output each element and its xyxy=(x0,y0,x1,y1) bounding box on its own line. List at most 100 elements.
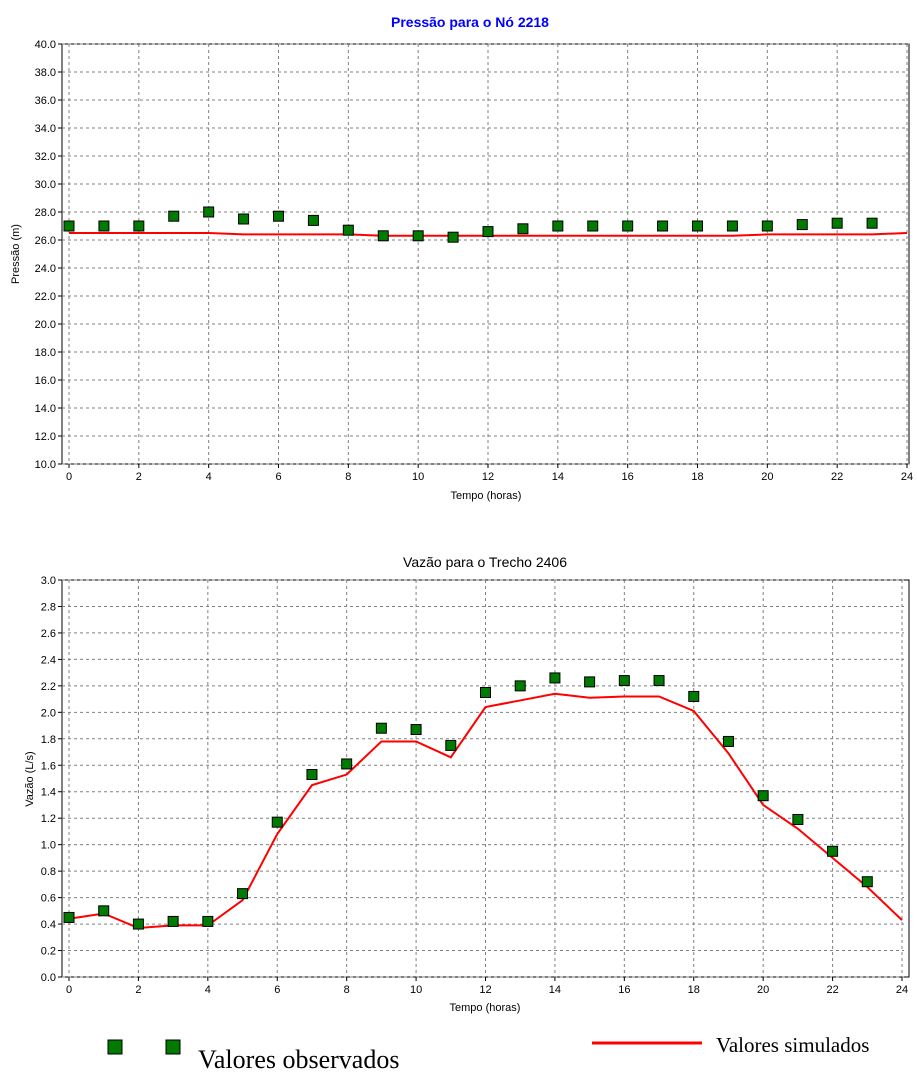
x-tick-label: 24 xyxy=(896,984,908,996)
observed-point xyxy=(480,686,491,698)
legend: Valores observados Valores simulados xyxy=(107,1033,869,1074)
observed-point xyxy=(377,230,389,242)
observed-point xyxy=(688,690,700,702)
observed-point xyxy=(307,214,319,226)
observed-point xyxy=(584,676,596,688)
plot-area xyxy=(61,43,910,465)
chart-title: Pressão para o Nó 2218 xyxy=(391,14,549,30)
x-tick-label: 8 xyxy=(344,984,350,996)
y-ticks: 0.0 0.2 0.4 0.6 0.8 1.0 1.2 1.4 1.6 1.8 2.0 2.2 2.4 2… xyxy=(41,575,62,984)
observed-point xyxy=(271,816,283,828)
observed-point xyxy=(761,220,773,232)
observed-point xyxy=(866,217,878,229)
x-tick-label: 0 xyxy=(66,471,72,483)
x-axis-label: Tempo (horas) xyxy=(450,1002,521,1014)
x-tick-label: 6 xyxy=(275,471,281,483)
y-tick-label: 30.0 xyxy=(35,179,56,191)
y-tick-label: 22.0 xyxy=(35,291,56,303)
observed-point xyxy=(618,675,630,687)
x-axis-label: Tempo (horas) xyxy=(451,490,522,502)
y-tick-label: 16.0 xyxy=(35,375,56,387)
observed-point xyxy=(726,220,738,232)
observed-point xyxy=(238,213,250,225)
series-layer xyxy=(63,206,908,243)
observed-point xyxy=(447,231,459,243)
x-tick-label: 24 xyxy=(901,471,913,483)
y-tick-label: 32.0 xyxy=(35,151,56,163)
x-tick-label: 22 xyxy=(831,471,843,483)
observed-point xyxy=(410,724,422,736)
y-tick-label: 2.4 xyxy=(41,654,56,666)
y-tick-label: 28.0 xyxy=(35,207,56,219)
chart-title: Vazão para o Trecho 2406 xyxy=(403,554,567,570)
y-tick-label: 0.4 xyxy=(41,919,56,931)
y-tick-label: 38.0 xyxy=(35,67,56,79)
observed-point xyxy=(342,224,354,236)
observed-marker-icon xyxy=(107,1039,123,1055)
y-tick-label: 20.0 xyxy=(35,319,56,331)
y-tick-label: 2.6 xyxy=(41,628,56,640)
y-tick-label: 40.0 xyxy=(35,39,56,51)
observed-point xyxy=(167,915,179,927)
observed-point xyxy=(375,722,387,734)
x-tick-label: 4 xyxy=(206,471,212,483)
observed-point xyxy=(98,905,110,917)
y-tick-label: 14.0 xyxy=(35,403,56,415)
observed-point xyxy=(203,206,215,218)
y-ticks: 10.0 12.0 14.0 16.0 18.0 20.0 22.0 24.0 26.0 28.0… xyxy=(35,39,62,471)
y-tick-label: 1.2 xyxy=(41,813,56,825)
observed-point xyxy=(622,220,634,232)
pressure-chart: 0 2 4 6 8 10 12 14 16 18 20 22 24 10.012.014.016.018… xyxy=(10,14,913,502)
observed-point xyxy=(552,220,564,232)
observed-point xyxy=(482,226,494,238)
observed-point xyxy=(792,814,804,826)
y-tick-label: 2.0 xyxy=(41,707,56,719)
observed-point xyxy=(98,220,110,232)
y-tick-label: 36.0 xyxy=(35,95,56,107)
observed-point xyxy=(549,672,561,684)
y-tick-label: 34.0 xyxy=(35,123,56,135)
observed-point xyxy=(514,680,526,692)
observed-point xyxy=(237,888,249,900)
observed-point xyxy=(445,739,457,751)
observed-point xyxy=(133,220,145,232)
observed-point xyxy=(168,210,180,222)
observed-point xyxy=(722,735,734,747)
x-tick-label: 20 xyxy=(757,984,769,996)
y-tick-label: 1.6 xyxy=(41,760,56,772)
grid-lines xyxy=(62,43,909,465)
observed-point xyxy=(412,230,424,242)
x-tick-label: 22 xyxy=(826,984,838,996)
observed-point xyxy=(831,217,843,229)
x-tick-label: 10 xyxy=(410,984,422,996)
x-ticks: 0 2 4 6 8 10 12 14 16 18 20 22 24 xyxy=(66,464,913,483)
x-tick-label: 2 xyxy=(136,471,142,483)
observed-marker-icon xyxy=(165,1039,181,1055)
x-tick-label: 10 xyxy=(412,471,424,483)
y-tick-label: 3.0 xyxy=(41,575,56,587)
y-axis-label: Pressão (m) xyxy=(10,224,22,284)
y-tick-label: 24.0 xyxy=(35,263,56,275)
observed-point xyxy=(587,220,599,232)
observed-point xyxy=(796,219,808,231)
observed-point xyxy=(202,915,214,927)
observed-point xyxy=(63,220,75,232)
x-tick-label: 2 xyxy=(135,984,141,996)
x-tick-label: 14 xyxy=(549,984,561,996)
series-layer xyxy=(63,672,903,930)
y-tick-label: 10.0 xyxy=(35,459,56,471)
y-tick-label: 0.0 xyxy=(41,972,56,984)
observed-point xyxy=(827,845,839,857)
x-tick-label: 12 xyxy=(482,471,494,483)
y-tick-label: 26.0 xyxy=(35,235,56,247)
y-tick-label: 12.0 xyxy=(35,431,56,443)
y-tick-label: 1.8 xyxy=(41,734,56,746)
y-tick-label: 2.2 xyxy=(41,681,56,693)
observed-point xyxy=(517,223,529,235)
observed-point xyxy=(273,210,284,222)
observed-point xyxy=(757,790,769,802)
x-tick-label: 14 xyxy=(552,471,564,483)
observed-point xyxy=(63,911,75,923)
x-tick-label: 20 xyxy=(761,471,773,483)
